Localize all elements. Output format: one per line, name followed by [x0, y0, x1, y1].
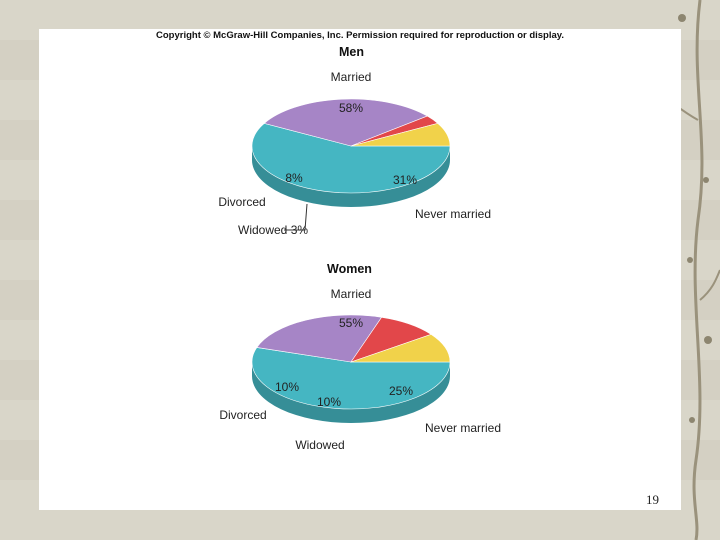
- women-slice-divorced: [350, 334, 451, 363]
- women-label-never_married-name: Never married: [425, 421, 501, 435]
- men-slice-side-married: [252, 146, 450, 207]
- women-label-widowed-value: 10%: [317, 395, 341, 409]
- men-label-never_married-name: Never married: [415, 207, 491, 221]
- women-slice-never_married: [256, 314, 383, 363]
- men-label-married-value: 58%: [339, 101, 363, 115]
- chart-title-men: Men: [339, 45, 364, 59]
- men-label-never_married-value: 31%: [393, 173, 417, 187]
- men-leader-line-widowed: [284, 203, 308, 231]
- women-label-never_married-value: 25%: [389, 384, 413, 398]
- men-slice-never_married: [263, 98, 428, 147]
- women-label-divorced-value: 10%: [275, 380, 299, 394]
- women-label-married-value: 55%: [339, 316, 363, 330]
- women-label-married-name: Married: [331, 287, 372, 301]
- women-slice-married: [251, 347, 451, 410]
- men-slice-divorced: [350, 123, 451, 147]
- women-slice-side-married: [252, 362, 450, 423]
- women-label-widowed-name: Widowed: [295, 438, 344, 452]
- pie-charts: Married 58% 31% Never married Widowed 3% 8% Di…: [218, 70, 501, 452]
- men-label-married-name: Married: [331, 70, 372, 84]
- women-label-divorced-name: Divorced: [219, 408, 266, 422]
- men-label-divorced-value: 8%: [285, 171, 303, 185]
- page-number: 19: [646, 492, 659, 507]
- chart-title-women: Women: [327, 262, 372, 276]
- men-label-divorced-name: Divorced: [218, 195, 265, 209]
- copyright-notice: Copyright © McGraw-Hill Companies, Inc. …: [156, 30, 564, 41]
- men-label-widowed-value: Widowed 3%: [238, 223, 308, 237]
- decorative-branch: [661, 0, 720, 540]
- men-slice-married: [251, 123, 451, 194]
- slide: Copyright © McGraw-Hill Companies, Inc. …: [39, 29, 681, 510]
